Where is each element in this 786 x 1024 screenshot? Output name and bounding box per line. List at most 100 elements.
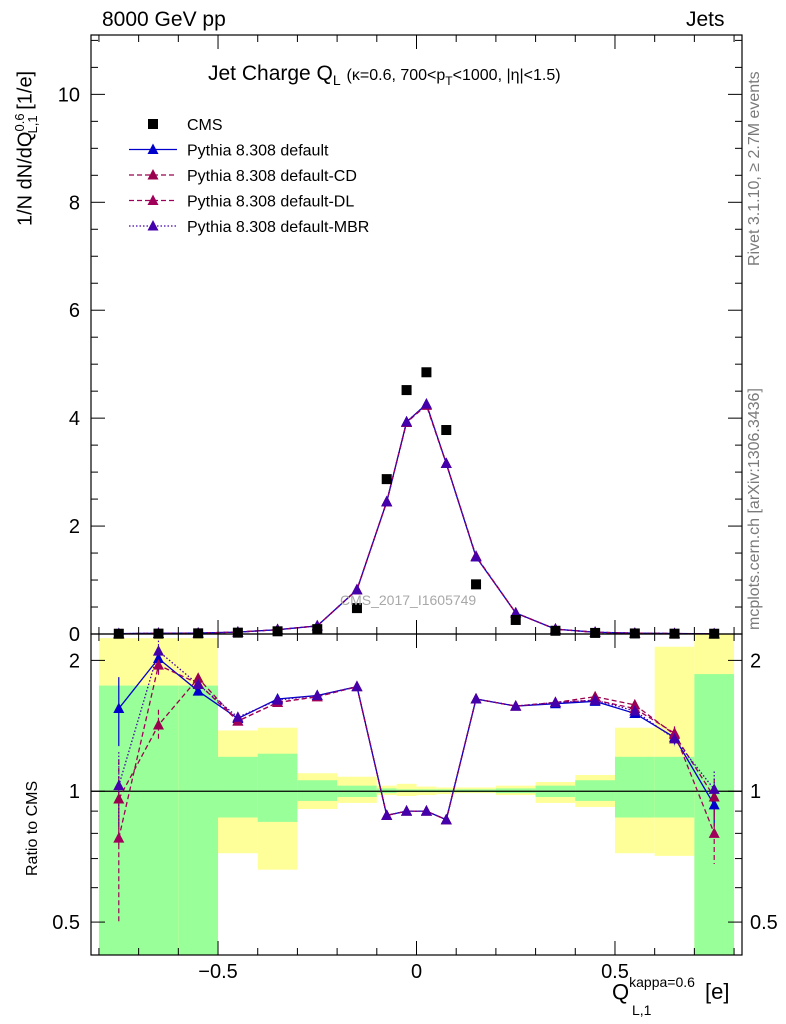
- band-inner-2: [218, 756, 258, 818]
- band-inner-13: [575, 780, 615, 801]
- y-tick-label-ratio-right-1: 1: [750, 781, 761, 803]
- chart-title-sub: L: [332, 72, 341, 89]
- chart-title-cond-tail: <1000, |η|<1.5): [452, 67, 561, 84]
- ratio-marker-default-17: [708, 798, 720, 810]
- legend-marker-data: [148, 119, 158, 129]
- ratio-marker-dl-16: [669, 727, 681, 738]
- cms-point-13: [550, 625, 561, 636]
- ratio-marker-mbr-2: [192, 678, 204, 690]
- y-tick-label-main-5: 10: [58, 84, 80, 106]
- ratio-marker-cd-0: [113, 792, 125, 804]
- cms-point-12: [510, 614, 521, 625]
- y-tick-label-ratio-left-0: 0.5: [52, 912, 80, 934]
- ratio-marker-mbr-3: [232, 711, 244, 722]
- band-inner-4: [297, 780, 338, 801]
- legend-marker-dl: [147, 194, 159, 205]
- x-tick-label-2: 0.5: [601, 961, 629, 983]
- ratio-marker-default-0: [113, 702, 125, 714]
- cms-point-4: [272, 626, 283, 637]
- main-marker-mbr-10: [440, 457, 452, 468]
- ratio-marker-mbr-17: [708, 783, 720, 794]
- ratio-marker-cd-2: [192, 672, 204, 683]
- legend-label-dl: Pythia 8.308 default-DL: [187, 194, 354, 211]
- main-marker-mbr-12: [510, 606, 522, 618]
- band-outer-15: [654, 646, 695, 856]
- ratio-marker-cd-17: [708, 790, 720, 802]
- header-right: Jets: [686, 8, 725, 31]
- band-inner-0: [98, 685, 179, 955]
- y-tick-label-ratio-left-2: 2: [69, 650, 80, 672]
- chart-title-cond: (κ=0.6, 700<p: [346, 67, 446, 84]
- ratio-marker-mbr-0: [113, 779, 125, 791]
- ratio-line-mbr: [118, 650, 715, 821]
- y-tick-label-main-3: 6: [69, 300, 80, 322]
- band-inner-3: [257, 753, 298, 822]
- y-tick-label-ratio-left-1: 1: [69, 781, 80, 803]
- y-tick-label-main-0: 0: [69, 624, 80, 646]
- x-axis-label-sub: L,1: [632, 1002, 652, 1018]
- ratio-marker-mbr-10: [440, 813, 452, 825]
- main-marker-mbr-7: [381, 495, 393, 507]
- y-axis-label-main: 1/N dN/dQ0.6L,1 [1/e]: [12, 71, 40, 226]
- rivet-label: Rivet 3.1.10, ≥ 2.7M events: [746, 71, 763, 266]
- ratio-marker-mbr-7: [381, 809, 393, 820]
- x-axis-label-unit: [e]: [705, 979, 730, 1005]
- ratio-panel-series: [113, 640, 720, 923]
- legend-label-cd: Pythia 8.308 default-CD: [187, 168, 357, 185]
- ratio-marker-mbr-5: [311, 689, 323, 701]
- y-axis-label-sub: L,1: [24, 115, 40, 134]
- chart-title-main: Jet Charge Q: [208, 62, 333, 85]
- ratio-marker-mbr-9: [420, 805, 432, 816]
- ratio-marker-mbr-6: [351, 680, 363, 692]
- band-inner-1: [178, 685, 219, 955]
- x-axis-label-text: Q: [612, 979, 630, 1005]
- axis-ticks: −0.5 0 0.5 0 2 4 6 8 10 0.5 0.5 1 1 2 2: [52, 35, 778, 983]
- ratio-marker-dl-17: [708, 827, 720, 838]
- chart-title: Jet Charge QL (κ=0.6, 700<pT<1000, |η|<1…: [208, 62, 561, 88]
- legend-label-data: CMS: [187, 117, 223, 134]
- band-inner-14: [614, 756, 655, 818]
- y-tick-label-main-1: 2: [69, 516, 80, 538]
- ratio-marker-mbr-12: [510, 700, 522, 711]
- legend-marker-mbr: [147, 220, 159, 231]
- band-inner-15: [654, 756, 695, 818]
- cms-point-9: [421, 367, 432, 378]
- cms-point-7: [381, 474, 392, 485]
- ratio-marker-mbr-1: [152, 645, 164, 656]
- y-tick-label-ratio-right-2: 2: [750, 650, 761, 672]
- ratio-uncertainty-bands: [91, 634, 742, 955]
- y-tick-label-main-2: 4: [69, 408, 80, 430]
- legend-marker-cd: [147, 169, 159, 180]
- main-marker-mbr-6: [351, 583, 363, 595]
- ratio-marker-mbr-8: [401, 805, 413, 816]
- ratio-marker-default-2: [192, 685, 204, 696]
- ratio-marker-mbr-16: [669, 732, 681, 744]
- ratio-marker-mbr-15: [629, 704, 641, 716]
- y-tick-label-ratio-right-0: 0.5: [750, 912, 778, 934]
- cms-point-10: [441, 425, 452, 436]
- cms-point-3: [232, 627, 243, 638]
- x-axis-label: Qkappa=0.6 L,1 [e]: [612, 974, 730, 1018]
- chart-title-cond-sub: T: [445, 74, 453, 89]
- ratio-marker-dl-0: [113, 832, 125, 843]
- main-marker-mbr-9: [420, 398, 432, 409]
- ratio-marker-mbr-13: [549, 696, 561, 708]
- cms-point-14: [590, 627, 601, 638]
- y-axis-label-text: 1/N dN/dQ: [14, 131, 37, 226]
- cms-point-5: [312, 624, 323, 635]
- ratio-marker-dl-1: [152, 659, 164, 670]
- legend-marker-default: [147, 143, 159, 154]
- ratio-marker-default-1: [152, 652, 164, 664]
- legend-label-mbr: Pythia 8.308 default-MBR: [187, 219, 369, 236]
- cms-point-8: [401, 385, 412, 396]
- y-tick-label-main-4: 8: [69, 192, 80, 214]
- ratio-marker-mbr-4: [272, 694, 284, 705]
- legend-label-default: Pythia 8.308 default: [187, 143, 329, 160]
- ratio-marker-mbr-14: [589, 694, 601, 705]
- ratio-marker-cd-1: [152, 719, 164, 730]
- cms-point-2: [193, 628, 204, 639]
- watermark: CMS_2017_I1605749: [340, 592, 477, 608]
- x-axis-label-sup: kappa=0.6: [629, 974, 695, 990]
- cms-point-11: [471, 579, 482, 590]
